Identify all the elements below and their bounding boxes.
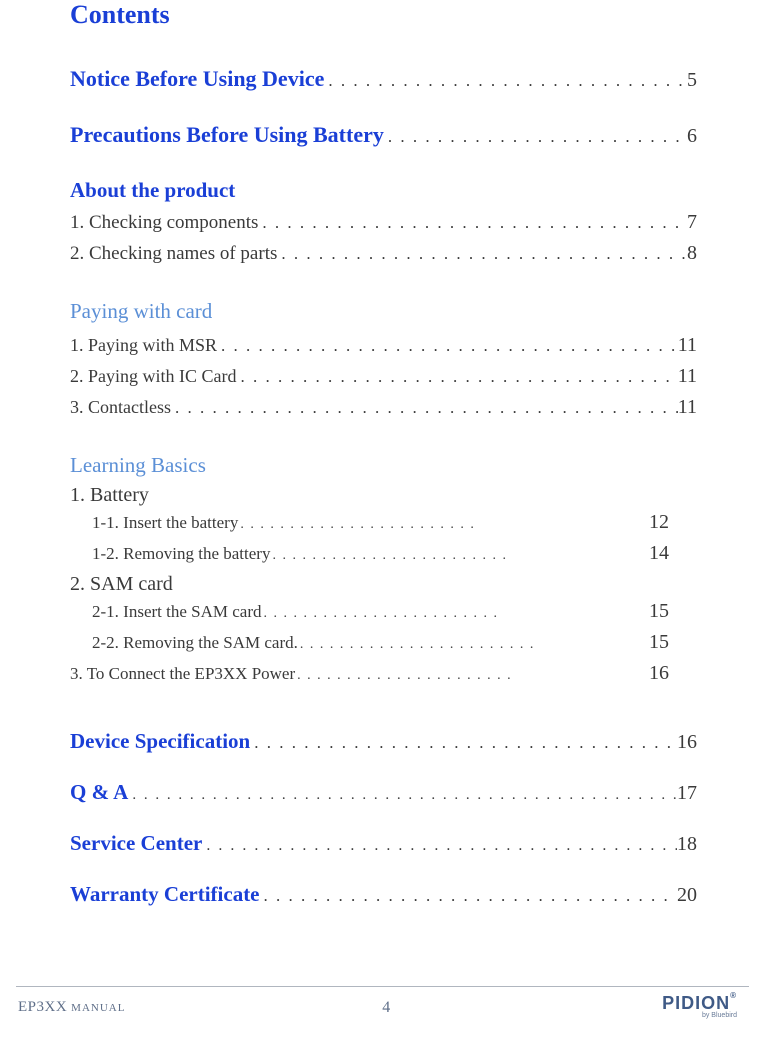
page-number: 5	[687, 69, 697, 92]
toc-label: 2. Paying with IC Card	[70, 363, 237, 391]
section-heading-learning: Learning Basics	[70, 453, 697, 478]
toc-label: 2-2. Removing the SAM card.	[92, 630, 298, 656]
leader-dots	[298, 634, 538, 656]
page-number: 15	[649, 627, 697, 658]
leader-dots	[171, 395, 678, 421]
section-heading-paying: Paying with card	[70, 299, 697, 324]
leader-dots	[262, 603, 502, 625]
registered-icon: ®	[730, 991, 737, 1000]
toc-label: 1. Checking components	[70, 208, 258, 237]
toc-label: 3. To Connect the EP3XX Power	[70, 661, 295, 687]
page-number: 14	[649, 538, 697, 569]
page-number: 12	[649, 507, 697, 538]
toc-label: 3. Contactless	[70, 394, 171, 422]
toc-label: 2. Checking names of parts	[70, 239, 277, 268]
toc-entry-paying-2[interactable]: 2. Paying with IC Card 11	[70, 361, 697, 392]
toc-label: 1-1. Insert the battery	[92, 510, 238, 536]
footer-page-number: 4	[125, 999, 647, 1017]
toc-entry-battery-1[interactable]: 1-1. Insert the battery 12	[70, 507, 697, 538]
leader-dots	[128, 787, 677, 804]
page-number: 6	[687, 125, 697, 148]
leader-dots	[238, 514, 478, 536]
brand-subtitle: by Bluebird	[662, 1012, 737, 1019]
page-footer: EP3XX MANUAL 4 PIDION® by Bluebird	[0, 986, 757, 1022]
sub-heading-sam: 2. SAM card	[70, 573, 697, 596]
toc-entry-qa[interactable]: Q & A 17	[70, 780, 697, 805]
leader-dots	[202, 837, 677, 855]
leader-dots	[324, 71, 687, 91]
page-number: 11	[678, 361, 697, 392]
page-number: 7	[687, 207, 697, 238]
footer-rule	[16, 986, 749, 987]
footer-brand-area: PIDION® by Bluebird	[647, 993, 737, 1022]
toc-entry-power[interactable]: 3. To Connect the EP3XX Power 16	[70, 658, 697, 689]
leader-dots	[250, 733, 677, 753]
toc-label: 2-1. Insert the SAM card	[92, 599, 262, 625]
leader-dots	[384, 127, 687, 147]
toc-entry-warranty[interactable]: Warranty Certificate 20	[70, 882, 697, 907]
toc-entry-precautions[interactable]: Precautions Before Using Battery 6	[70, 122, 697, 148]
toc-entry-paying-3[interactable]: 3. Contactless 11	[70, 392, 697, 423]
toc-label: Warranty Certificate	[70, 882, 260, 907]
toc-entry-about-1[interactable]: 1. Checking components 7	[70, 207, 697, 238]
page-number: 15	[649, 596, 697, 627]
brand-name: PIDION	[662, 993, 730, 1013]
page-number: 16	[649, 658, 697, 689]
toc-entry-devspec[interactable]: Device Specification 16	[70, 729, 697, 754]
contents-title: Contents	[70, 0, 697, 30]
footer-left: EP3XX MANUAL	[18, 999, 125, 1016]
toc-entry-battery-2[interactable]: 1-2. Removing the battery 14	[70, 538, 697, 569]
page-number: 8	[687, 238, 697, 269]
toc-entry-service[interactable]: Service Center 18	[70, 831, 697, 856]
section-heading-about: About the product	[70, 178, 697, 203]
toc-section-about: About the product 1. Checking components…	[70, 178, 697, 269]
footer-model: EP3XX	[18, 999, 67, 1015]
leader-dots	[237, 364, 678, 390]
toc-label: Notice Before Using Device	[70, 66, 324, 92]
page-number: 20	[677, 884, 697, 907]
leader-dots	[277, 241, 687, 267]
sub-heading-battery: 1. Battery	[70, 484, 697, 507]
page-number: 17	[677, 782, 697, 805]
leader-dots	[270, 545, 510, 567]
toc-entry-paying-1[interactable]: 1. Paying with MSR 11	[70, 330, 697, 361]
leader-dots	[258, 210, 687, 236]
page-content: Contents Notice Before Using Device 5 Pr…	[0, 0, 757, 907]
toc-label: Device Specification	[70, 729, 250, 754]
page-number: 11	[678, 392, 697, 423]
toc-entry-sam-1[interactable]: 2-1. Insert the SAM card 15	[70, 596, 697, 627]
toc-entry-notice[interactable]: Notice Before Using Device 5	[70, 66, 697, 92]
toc-entry-sam-2[interactable]: 2-2. Removing the SAM card. 15	[70, 627, 697, 658]
leader-dots	[260, 886, 677, 906]
page-number: 16	[677, 731, 697, 754]
footer-manual: MANUAL	[71, 1002, 125, 1014]
toc-label: 1-2. Removing the battery	[92, 541, 270, 567]
leader-dots	[217, 333, 678, 359]
page-number: 11	[678, 330, 697, 361]
toc-label: Service Center	[70, 831, 202, 856]
toc-label: Q & A	[70, 780, 128, 805]
brand-logo: PIDION® by Bluebird	[662, 993, 737, 1019]
toc-label: Precautions Before Using Battery	[70, 122, 384, 148]
toc-section-paying: Paying with card 1. Paying with MSR 11 2…	[70, 299, 697, 423]
toc-label: 1. Paying with MSR	[70, 332, 217, 360]
toc-section-learning: Learning Basics 1. Battery 1-1. Insert t…	[70, 453, 697, 689]
leader-dots	[295, 665, 515, 687]
toc-entry-about-2[interactable]: 2. Checking names of parts 8	[70, 238, 697, 269]
page-number: 18	[677, 833, 697, 856]
